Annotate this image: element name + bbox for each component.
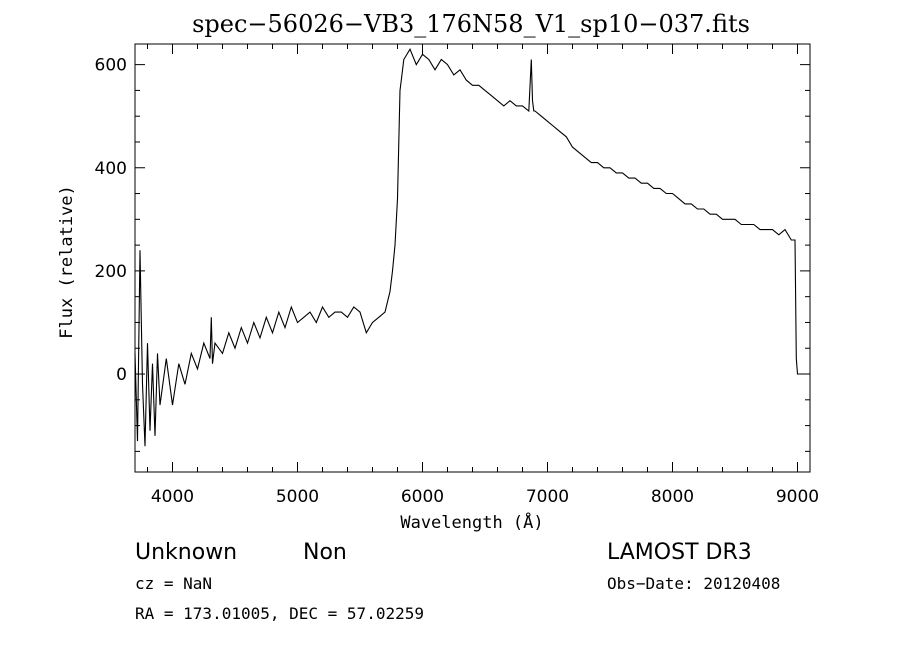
subclass-label: Non: [303, 540, 347, 565]
coords-text: RA = 173.01005, DEC = 57.02259: [135, 604, 424, 623]
spectrum-line: [134, 47, 810, 447]
x-tick-label: 5000: [276, 487, 319, 507]
x-tick-label: 7000: [526, 487, 569, 507]
plot-area: [134, 43, 811, 473]
y-tick-label: 200: [95, 262, 127, 282]
cz-text: cz = NaN: [135, 574, 212, 593]
y-tick-label: 400: [95, 159, 127, 179]
survey-label: LAMOST DR3: [607, 540, 752, 565]
y-axis: 0 200 400 600: [95, 56, 810, 452]
y-tick-label: 600: [95, 56, 127, 76]
y-tick-label: 0: [116, 365, 127, 385]
x-tick-label: 4000: [151, 487, 194, 507]
y-axis-label: Flux (relative): [57, 185, 77, 339]
chart-title: spec−56026−VB3_176N58_V1_sp10−037.fits: [192, 10, 750, 38]
x-axis: 4000 5000 6000 7000 8000 9000: [147, 44, 819, 507]
x-tick-label: 8000: [651, 487, 694, 507]
x-tick-label: 9000: [776, 487, 819, 507]
x-axis-label: Wavelength (Å): [400, 511, 543, 533]
obs-date-text: Obs−Date: 20120408: [607, 574, 780, 593]
plot-frame: [134, 43, 811, 473]
class-label: Unknown: [135, 540, 237, 565]
x-tick-label: 6000: [401, 487, 444, 507]
